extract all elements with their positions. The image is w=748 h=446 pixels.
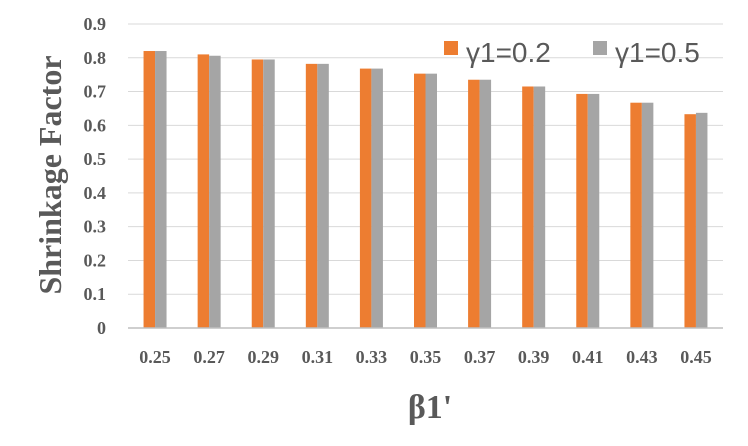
bar-series-1-0.39 <box>522 86 534 329</box>
y-tick-label: 0.5 <box>84 149 107 169</box>
bar-series-1-0.45 <box>684 114 696 328</box>
x-tick-label: 0.29 <box>247 347 279 367</box>
bar-series-2-0.37 <box>479 79 492 328</box>
y-tick-label: 0.4 <box>84 183 107 203</box>
bar-series-2-0.39 <box>533 86 546 329</box>
x-tick-label: 0.35 <box>410 347 442 367</box>
bar-series-2-0.27 <box>209 55 221 328</box>
x-tick-label: 0.45 <box>680 347 712 367</box>
x-tick-label: 0.39 <box>518 347 550 367</box>
x-tick-label: 0.37 <box>464 347 496 367</box>
y-tick-label: 0.1 <box>84 284 107 304</box>
legend-swatch-series-2 <box>593 41 607 55</box>
legend-label-series-2: γ1=0.5 <box>615 37 700 68</box>
x-tick-label: 0.31 <box>302 347 334 367</box>
legend: γ1=0.2 γ1=0.5 <box>444 37 700 68</box>
y-tick-label: 0.3 <box>84 217 107 237</box>
bar-series-1-0.25 <box>143 51 156 329</box>
bar-series-2-0.33 <box>371 68 383 328</box>
y-tick-label: 0.7 <box>84 82 107 102</box>
x-axis-title: β1' <box>408 389 452 426</box>
y-tick-label: 0.2 <box>84 250 107 270</box>
bar-series-1-0.29 <box>251 59 264 328</box>
bar-series-1-0.35 <box>414 73 426 329</box>
y-tick-label: 0 <box>97 318 106 338</box>
x-tick-label: 0.41 <box>572 347 604 367</box>
bar-series-1-0.27 <box>197 54 210 329</box>
x-tick-label: 0.27 <box>193 347 225 367</box>
bar-series-2-0.25 <box>155 51 167 329</box>
bar-series-1-0.43 <box>630 102 642 328</box>
bar-series-1-0.31 <box>305 63 318 329</box>
x-tick-labels: 0.25 0.27 0.29 0.31 0.33 0.35 0.37 0.39 0.41 0.43… <box>139 347 711 367</box>
bar-series-2-0.45 <box>695 112 708 328</box>
bar-series-1-0.37 <box>468 79 480 328</box>
y-tick-label: 0.6 <box>84 115 107 135</box>
legend-label-series-1: γ1=0.2 <box>466 37 551 68</box>
bars <box>143 51 708 329</box>
bar-series-2-0.29 <box>263 59 275 328</box>
y-tick-label: 0.9 <box>84 14 107 34</box>
bar-series-1-0.33 <box>359 68 372 328</box>
bar-series-2-0.43 <box>641 102 654 328</box>
bar-series-2-0.31 <box>317 63 329 329</box>
legend-swatch-series-1 <box>444 41 458 55</box>
y-axis-title: Shrinkage Factor <box>32 55 68 294</box>
x-tick-label: 0.33 <box>356 347 388 367</box>
y-tick-labels: 0 0.1 0.2 0.3 0.4 0.5 0.6 0.7 0.8 0.9 <box>84 14 107 338</box>
bar-series-2-0.35 <box>425 73 437 329</box>
y-tick-label: 0.8 <box>84 48 107 68</box>
bar-series-1-0.41 <box>576 93 588 328</box>
x-tick-label: 0.43 <box>626 347 658 367</box>
bar-series-2-0.41 <box>587 93 600 328</box>
x-tick-label: 0.25 <box>139 347 171 367</box>
